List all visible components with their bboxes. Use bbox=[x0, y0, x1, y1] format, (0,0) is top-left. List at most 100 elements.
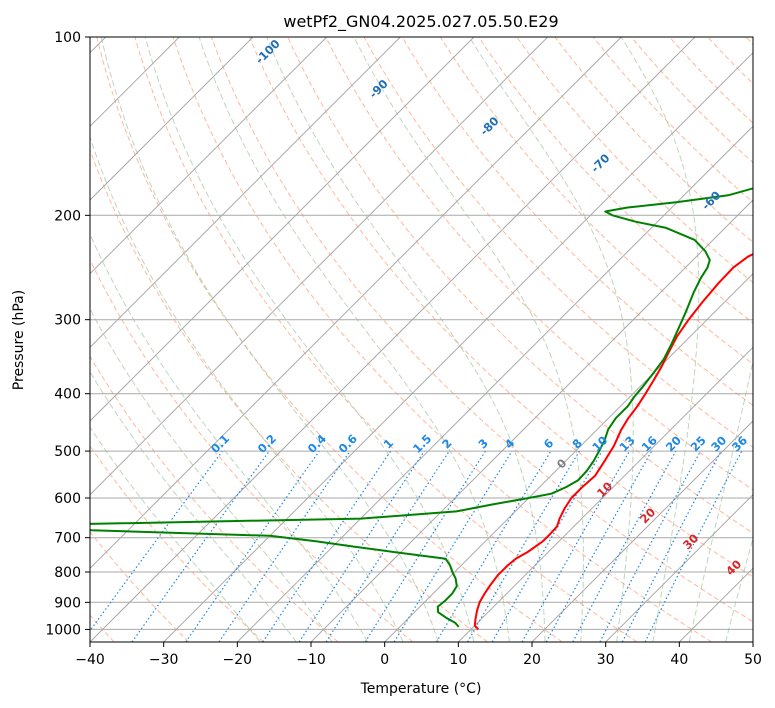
moist-adiabat-line bbox=[266, 37, 546, 642]
dry-adiabat-line bbox=[707, 37, 753, 85]
mixing-ratio-label: 0.6 bbox=[336, 432, 360, 456]
moist-adiabat-line bbox=[90, 232, 369, 642]
dry-adiabat-line bbox=[90, 445, 264, 642]
dry-adiabat-line bbox=[439, 37, 753, 365]
moist-adiabat-line bbox=[90, 370, 297, 642]
moist-adiabat-line bbox=[144, 37, 475, 642]
mixing-ratio-line bbox=[185, 450, 320, 642]
y-tick-label: 800 bbox=[54, 565, 81, 581]
dry-adiabat-line bbox=[771, 24, 775, 642]
isotherm-line bbox=[90, 37, 401, 349]
x-tick-label: −40 bbox=[75, 652, 105, 668]
dry-adiabat-line bbox=[287, 37, 753, 534]
dry-adiabat-label: 40 bbox=[723, 557, 744, 578]
mixing-ratio-line bbox=[90, 450, 223, 632]
axis-ticks: −40 −30 −20 −10 0 10 20 30 40 5010020030040050060… bbox=[45, 30, 762, 668]
mixing-ratio-label: 0.2 bbox=[255, 432, 279, 456]
mixing-ratio-label: 0.1 bbox=[208, 432, 232, 456]
mixing-ratio-label: 3 bbox=[475, 436, 491, 452]
mixing-ratio-label: 6 bbox=[541, 436, 557, 452]
isotherm-label: -70 bbox=[588, 151, 613, 176]
dry-adiabat-line bbox=[134, 37, 638, 642]
mixing-ratio-line bbox=[131, 450, 270, 642]
isotherm-label: -80 bbox=[477, 114, 502, 139]
x-tick-label: −10 bbox=[296, 652, 326, 668]
mixing-ratio-line bbox=[545, 450, 653, 642]
y-tick-label: 600 bbox=[54, 491, 81, 507]
x-tick-label: 20 bbox=[523, 652, 541, 668]
isotherm-line bbox=[90, 37, 549, 496]
y-axis-label: Pressure (hPa) bbox=[11, 290, 27, 390]
plot-frame bbox=[89, 36, 754, 643]
line-labels: 0.1 0.2 0.4 0.6 1 1.5 2 3 4 6 8 10 13 16 20 25 30 36-100-… bbox=[208, 37, 750, 579]
dry-adiabat-line bbox=[90, 531, 190, 642]
dry-adiabat-line bbox=[325, 37, 753, 491]
dry-adiabat-label: 10 bbox=[594, 479, 615, 500]
mixing-ratio-label: 1 bbox=[381, 436, 397, 452]
moist-adiabat-line bbox=[90, 135, 404, 642]
mixing-ratio-line bbox=[325, 450, 450, 642]
isotherm-line bbox=[163, 51, 753, 642]
dry-adiabat-line bbox=[401, 37, 753, 406]
dry-adiabat-line bbox=[478, 37, 753, 324]
dry-adiabat-label: 0 bbox=[554, 456, 570, 472]
isotherm-line bbox=[90, 37, 696, 642]
dry-adiabat-line bbox=[745, 37, 753, 46]
mixing-ratio-line bbox=[298, 450, 425, 642]
mixing-ratio-label: 2 bbox=[439, 436, 455, 452]
dry-adiabat-line bbox=[248, 37, 753, 578]
mixing-ratio-line bbox=[218, 450, 351, 642]
isotherm-line bbox=[457, 346, 753, 642]
mixing-ratio-line bbox=[364, 450, 486, 642]
mixing-ratio-line bbox=[644, 450, 743, 642]
isotherm-line bbox=[236, 125, 753, 642]
dry-adiabat-label: 20 bbox=[637, 505, 658, 526]
mixing-ratio-line bbox=[521, 450, 631, 642]
moist-adiabat-line bbox=[688, 358, 753, 642]
x-tick-label: 40 bbox=[670, 652, 688, 668]
y-tick-label: 700 bbox=[54, 531, 81, 547]
y-tick-label: 100 bbox=[54, 30, 81, 46]
x-tick-label: 30 bbox=[597, 652, 615, 668]
mixing-ratio-label: 1.5 bbox=[410, 432, 434, 456]
chart-title: wetPf2_GN04.2025.027.05.50.E29 bbox=[283, 12, 558, 32]
dry-adiabat-line bbox=[172, 37, 712, 642]
mixing-ratio-label: 8 bbox=[569, 436, 585, 452]
temperature-profile-line bbox=[473, 252, 753, 631]
y-tick-label: 1000 bbox=[45, 622, 81, 638]
isotherm-line bbox=[90, 37, 328, 275]
y-tick-label: 200 bbox=[54, 208, 81, 224]
moist-adiabat-line bbox=[725, 536, 753, 642]
isotherm-line bbox=[310, 199, 753, 642]
isotherm-label: -100 bbox=[253, 37, 283, 67]
moist-adiabat-line bbox=[100, 37, 439, 642]
isotherm-line bbox=[90, 37, 622, 570]
x-axis-label: Temperature (°C) bbox=[360, 681, 482, 697]
dry-adiabat-line bbox=[90, 258, 414, 642]
y-tick-label: 500 bbox=[54, 444, 81, 460]
mixing-ratio-line bbox=[262, 450, 392, 642]
moist-adiabat-line bbox=[90, 426, 261, 642]
isotherm-line bbox=[678, 567, 753, 642]
dewpoint-profile-line bbox=[90, 187, 753, 628]
isotherm-line bbox=[752, 641, 753, 642]
mixing-ratio-label: 0.4 bbox=[305, 432, 329, 456]
isotherm-line bbox=[605, 493, 753, 642]
mixing-ratio-line bbox=[393, 450, 513, 642]
isotherm-line bbox=[90, 37, 254, 201]
x-tick-label: 10 bbox=[449, 652, 467, 668]
isotherm-label: -60 bbox=[699, 188, 724, 213]
moist-adiabat-line bbox=[198, 37, 510, 642]
mixing-ratio-line bbox=[572, 450, 677, 642]
x-tick-label: −30 bbox=[149, 652, 179, 668]
x-tick-label: 50 bbox=[744, 652, 762, 668]
isotherm-line bbox=[90, 37, 475, 422]
dry-adiabat-line bbox=[516, 37, 753, 284]
y-tick-label: 900 bbox=[54, 595, 81, 611]
mixing-ratio-line bbox=[621, 450, 722, 642]
isotherm-line bbox=[531, 420, 753, 642]
plot-area bbox=[90, 24, 775, 642]
moist-adiabat-line bbox=[353, 37, 584, 642]
y-tick-label: 300 bbox=[54, 313, 81, 329]
